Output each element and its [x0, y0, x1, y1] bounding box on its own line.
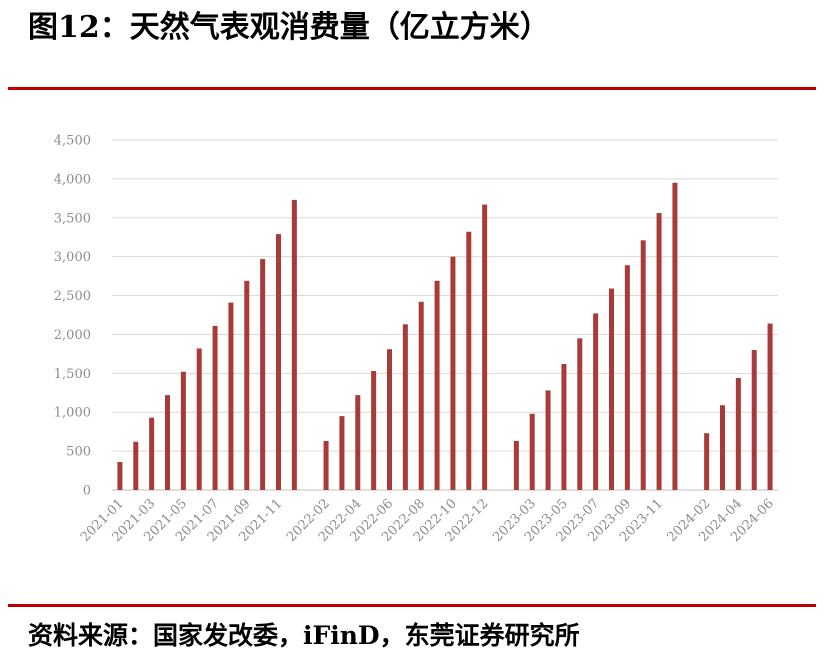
y-tick-label: 0	[83, 484, 91, 499]
bar-2023-05	[561, 364, 567, 490]
bar-2021-11	[276, 234, 281, 490]
bar-2023-03	[529, 413, 535, 490]
y-tick-label: 2,000	[54, 328, 91, 343]
bar-2023-10	[640, 240, 646, 490]
bar-2023-11	[656, 213, 662, 491]
y-tick-label: 500	[66, 445, 91, 460]
y-tick-label: 4,000	[54, 172, 91, 187]
y-tick-label: 1,000	[54, 406, 91, 421]
bar-2021-02	[133, 441, 139, 490]
bar-2022-08	[418, 301, 424, 490]
bar-2022-05	[371, 371, 377, 490]
bar-2021-08	[228, 302, 234, 490]
bottom-divider	[8, 604, 816, 607]
bar-2023-12	[672, 182, 678, 490]
bar-2021-05	[180, 371, 186, 490]
y-tick-label: 1,500	[54, 367, 91, 382]
source-note: 资料来源：国家发改委，iFinD，东莞证券研究所	[28, 621, 580, 650]
bar-2023-02	[513, 441, 519, 490]
bar-2021-09	[244, 280, 250, 490]
bar-2023-04	[545, 390, 551, 490]
y-tick-label: 3,000	[54, 250, 91, 265]
bar-2021-07	[212, 325, 218, 490]
bar-2021-03	[149, 417, 155, 490]
bar-2022-10	[450, 256, 456, 490]
bar-2022-04	[355, 395, 361, 490]
bar-2024-05	[751, 350, 757, 490]
bar-2024-06	[767, 323, 773, 490]
bar-2021-12	[291, 199, 297, 490]
bar-2021-06	[196, 348, 202, 490]
bar-2022-11	[466, 231, 472, 490]
gridlines	[112, 139, 778, 491]
chart-title: 图12：天然气表观消费量（亿立方米）	[28, 10, 550, 45]
y-tick-label: 2,500	[54, 289, 91, 304]
bars	[117, 182, 773, 491]
bar-2021-10	[260, 259, 266, 490]
bar-2022-03	[339, 416, 345, 490]
y-axis-labels: 0 500 1,000 1,500 2,000 2,500 3,000 3,500 4,000 4…	[54, 134, 91, 499]
x-axis-labels: 2021-012021-032021-052021-072021-092021-…	[78, 496, 777, 545]
bar-chart: 0 500 1,000 1,500 2,000 2,500 3,000 3,500 4,000 4…	[54, 134, 778, 545]
top-divider	[8, 87, 816, 90]
bar-2023-07	[593, 313, 599, 490]
bar-2022-02	[323, 441, 329, 490]
y-tick-label: 3,500	[54, 211, 91, 226]
bar-2021-04	[165, 395, 170, 490]
bar-2021-01	[117, 462, 123, 490]
bar-2022-07	[402, 324, 408, 490]
bar-2022-06	[387, 349, 392, 490]
y-tick-label: 4,500	[54, 134, 91, 149]
bar-2024-04	[735, 378, 741, 490]
bar-2023-09	[624, 265, 630, 490]
bar-2022-12	[482, 204, 488, 490]
bar-2023-06	[577, 338, 583, 490]
bar-2023-08	[609, 288, 614, 490]
bar-2024-02	[704, 433, 710, 490]
bar-2024-03	[720, 405, 725, 490]
bar-2022-09	[434, 280, 440, 490]
